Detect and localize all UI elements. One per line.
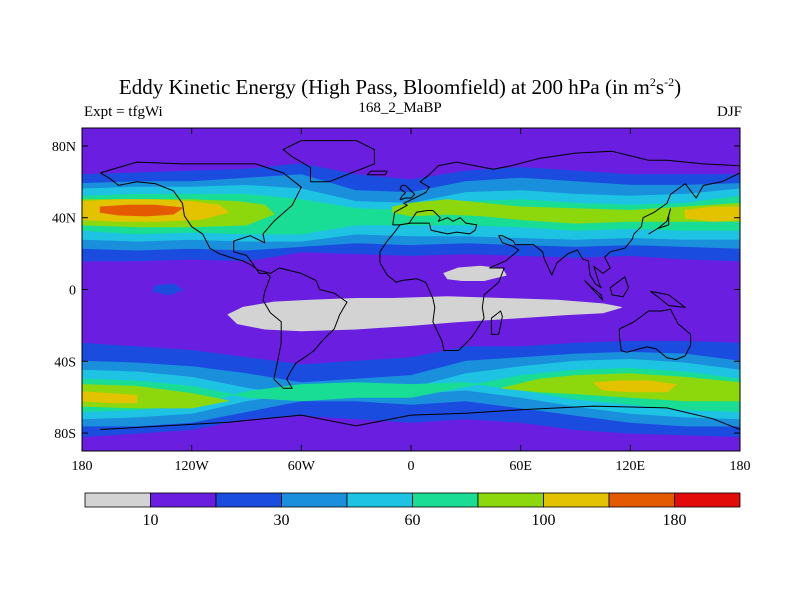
contour-region-16 <box>99 204 183 217</box>
coastline-1 <box>282 140 375 183</box>
y-tick-label-1: 40N <box>52 212 76 227</box>
coastline-5 <box>584 280 604 301</box>
title-close-paren: ) <box>674 75 682 99</box>
colorbar-box-9 <box>674 492 741 508</box>
colorbar-box-6 <box>477 492 544 508</box>
coastline-8 <box>648 208 671 235</box>
colorbar-box-0 <box>84 492 151 508</box>
x-tick-label-3: 0 <box>408 459 415 474</box>
colorbar-box-3 <box>281 492 348 508</box>
axis-layer: 180 120W 60W 0 60E 120E 180 80N 40N 0 40S 80S <box>52 128 751 474</box>
coastline-2 <box>379 150 740 351</box>
contour-region-17 <box>227 296 622 332</box>
contour-region-19 <box>152 283 183 296</box>
y-tick-label-3: 40S <box>54 355 76 370</box>
colorbar-label-3: 100 <box>532 512 556 529</box>
y-tick-label-4: 80S <box>54 427 76 442</box>
x-tick-label-6: 180 <box>730 459 751 474</box>
y-tick-label-0: 80N <box>52 140 76 155</box>
title-superscript-minus2: -2 <box>664 75 675 89</box>
contour-fill-layer <box>82 128 740 451</box>
colorbar-box-8 <box>608 492 675 508</box>
colorbar-box-2 <box>215 492 282 508</box>
colorbar-box-7 <box>543 492 610 508</box>
x-tick-label-2: 60W <box>288 459 316 474</box>
x-tick-label-4: 60E <box>509 459 532 474</box>
run-id-label: 168_2_MaBP <box>358 100 442 116</box>
colorbar: 10 30 60 100 180 <box>84 492 741 529</box>
coastline-layer <box>100 140 740 430</box>
coastline-11 <box>100 405 740 430</box>
coastline-9 <box>399 184 416 201</box>
colorbar-label-4: 180 <box>663 512 687 529</box>
coastline-10 <box>366 170 388 176</box>
title-s: s <box>655 75 665 99</box>
title-superscript-2: 2 <box>649 75 656 89</box>
colorbar-label-0: 10 <box>143 512 159 529</box>
contour-region-18 <box>443 265 507 281</box>
x-tick-label-5: 120E <box>616 459 646 474</box>
x-tick-label-0: 180 <box>72 459 93 474</box>
contour-region-15 <box>593 380 677 393</box>
colorbar-box-5 <box>412 492 479 508</box>
colorbar-box-4 <box>346 492 413 508</box>
coastline-3 <box>490 310 503 335</box>
x-tick-label-1: 120W <box>175 459 210 474</box>
experiment-label: Expt = tfgWi <box>84 104 163 120</box>
contour-region-14 <box>82 391 138 404</box>
chart-title-text: Eddy Kinetic Energy (High Pass, Bloomfie… <box>118 75 650 99</box>
season-label: DJF <box>716 104 742 120</box>
colorbar-label-1: 30 <box>274 512 290 529</box>
contour-region-9 <box>392 199 740 224</box>
y-tick-label-2: 0 <box>69 284 76 299</box>
contour-region-13 <box>684 206 740 222</box>
colorbar-box-1 <box>150 492 217 508</box>
coastline-7 <box>650 290 686 308</box>
chart-title: Eddy Kinetic Energy (High Pass, Bloomfie… <box>0 70 800 99</box>
contour-region-20 <box>90 285 138 294</box>
coastline-0 <box>100 161 348 389</box>
coastline-6 <box>609 276 629 298</box>
coastline-4 <box>618 308 692 360</box>
colorbar-label-2: 60 <box>405 512 421 529</box>
